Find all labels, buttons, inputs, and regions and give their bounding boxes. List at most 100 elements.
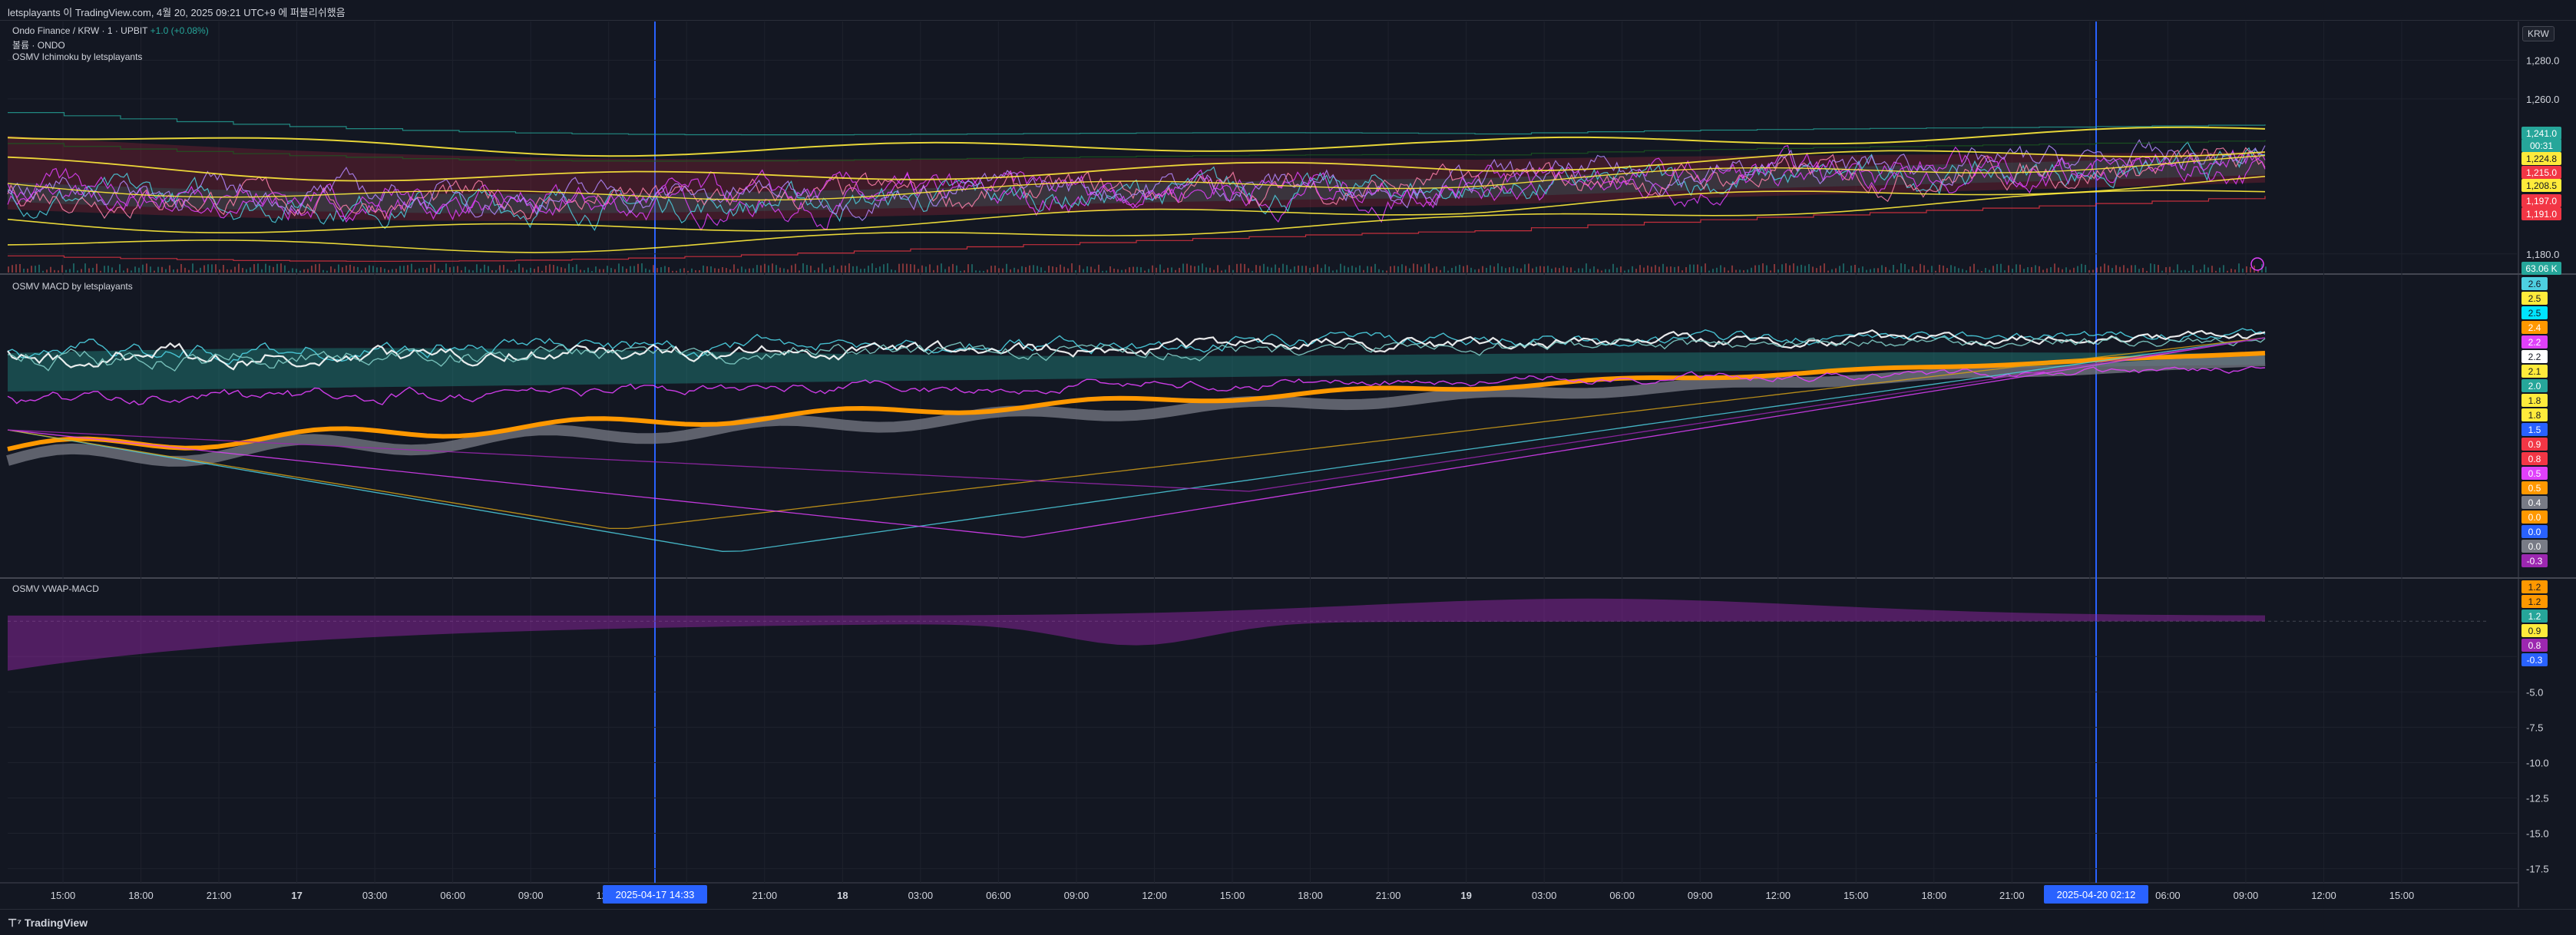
- volume-bar: [2008, 265, 2009, 273]
- volume-bar: [1985, 268, 1986, 273]
- volume-bar: [1037, 266, 1038, 273]
- volume-bar: [1697, 264, 1698, 273]
- price-label-text: 1,208.5: [2526, 180, 2557, 191]
- volume-bar: [2192, 265, 2194, 273]
- volume-bar: [361, 270, 362, 273]
- vwap-tick-label: -15.0: [2526, 828, 2549, 840]
- volume-bar: [2085, 265, 2086, 273]
- volume-bar: [1824, 263, 1825, 273]
- volume-bar: [61, 265, 63, 273]
- volume-bar: [1624, 270, 1625, 273]
- volume-bar: [1056, 267, 1057, 273]
- volume-bar: [2230, 269, 2232, 273]
- volume-bar: [864, 268, 865, 273]
- volume-bar: [2265, 266, 2267, 273]
- volume-bar: [1083, 269, 1084, 273]
- price-change: +1.0 (+0.08%): [150, 25, 209, 36]
- volume-bar: [411, 263, 412, 273]
- volume-bar: [2138, 269, 2140, 273]
- vwap-tick-label: -5.0: [2526, 686, 2543, 698]
- macd-value-box: [2521, 321, 2548, 334]
- volume-bar: [772, 263, 773, 273]
- volume-bar: [2219, 267, 2221, 273]
- volume-bar: [653, 265, 654, 273]
- volume-bar: [15, 264, 17, 273]
- currency-button[interactable]: KRW: [2522, 26, 2555, 41]
- volume-bar: [1309, 267, 1311, 273]
- volume-bar: [737, 269, 739, 273]
- macd-value-text: 2.1: [2528, 366, 2541, 377]
- volume-bar: [250, 267, 251, 273]
- volume-bar: [1190, 265, 1192, 273]
- volume-bar: [1973, 263, 1975, 273]
- volume-bar: [84, 263, 86, 273]
- macd-pane-title[interactable]: OSMV MACD by letsplayants: [12, 281, 133, 292]
- volume-bar: [948, 266, 950, 273]
- volume-bar: [1305, 266, 1307, 273]
- brand-name: TradingView: [24, 917, 88, 929]
- volume-bar: [1014, 267, 1015, 273]
- volume-bar: [1731, 265, 1733, 273]
- volume-bar: [964, 270, 965, 273]
- price-label-box: [2521, 194, 2561, 207]
- volume-bar: [1025, 266, 1027, 273]
- volume-bar: [871, 263, 873, 273]
- volume-bar: [1712, 269, 1714, 273]
- volume-bar: [1747, 269, 1748, 273]
- volume-bar: [1889, 269, 1890, 273]
- volume-bar: [2154, 264, 2155, 273]
- volume-bar: [1935, 270, 1936, 273]
- volume-bar: [1486, 267, 1487, 273]
- vwap-value-text: 0.9: [2528, 626, 2541, 636]
- time-tick-label: 18: [837, 890, 848, 901]
- volume-bar: [65, 269, 67, 273]
- volume-bar: [1228, 265, 1230, 273]
- volume-bar: [157, 266, 159, 273]
- macd-value-text: -0.3: [2527, 556, 2543, 567]
- volume-bar: [856, 266, 858, 273]
- volume-bar: [253, 264, 255, 273]
- volume-bar: [1094, 269, 1096, 273]
- volume-bar: [2050, 266, 2052, 273]
- volume-bar: [461, 270, 462, 273]
- volume-bar: [1524, 264, 1526, 273]
- volume-bar: [745, 269, 746, 273]
- volume-bar: [1682, 270, 1683, 273]
- volume-bar: [142, 264, 144, 273]
- volume-bar: [799, 270, 800, 273]
- volume-bar: [672, 270, 673, 273]
- vwap-macd-pane-title[interactable]: OSMV VWAP-MACD: [12, 583, 99, 594]
- macd-value-box: [2521, 306, 2548, 319]
- ichimoku-legend[interactable]: OSMV Ichimoku by letsplayants: [12, 51, 143, 62]
- price-line: [7, 144, 2266, 220]
- volume-bar: [1505, 268, 1506, 273]
- volume-bar: [111, 267, 113, 273]
- vwap-tick-label: -10.0: [2526, 757, 2549, 768]
- macd-value-box: [2521, 408, 2548, 421]
- crosshair-time-label: 2025-04-20 02:12: [2057, 889, 2136, 900]
- volume-bar: [1405, 266, 1407, 273]
- envelope-line: [7, 150, 2266, 182]
- volume-bar: [242, 268, 243, 273]
- volume-bar: [868, 266, 869, 273]
- time-tick-label: 15:00: [1844, 890, 1869, 901]
- volume-bar: [507, 269, 508, 273]
- volume-bar: [1359, 265, 1361, 273]
- symbol-legend[interactable]: Ondo Finance / KRW · 1 · UPBIT +1.0 (+0.…: [12, 25, 209, 36]
- volume-bar: [2058, 267, 2059, 273]
- volume-bar: [1482, 266, 1483, 273]
- volume-bar: [599, 269, 600, 273]
- macd-line: [7, 365, 2266, 405]
- volume-bar: [1017, 269, 1019, 273]
- volume-bar: [2173, 269, 2174, 273]
- volume-bar: [1432, 268, 1433, 273]
- volume-bar: [695, 269, 696, 273]
- volume-bar: [1781, 264, 1783, 273]
- volume-bar: [568, 263, 570, 273]
- volume-bar: [1436, 266, 1437, 273]
- volume-bar: [1194, 266, 1195, 273]
- volume-legend[interactable]: 볼륨 · ONDO: [12, 40, 65, 51]
- volume-bar: [1179, 267, 1180, 273]
- volume-bar: [795, 263, 796, 273]
